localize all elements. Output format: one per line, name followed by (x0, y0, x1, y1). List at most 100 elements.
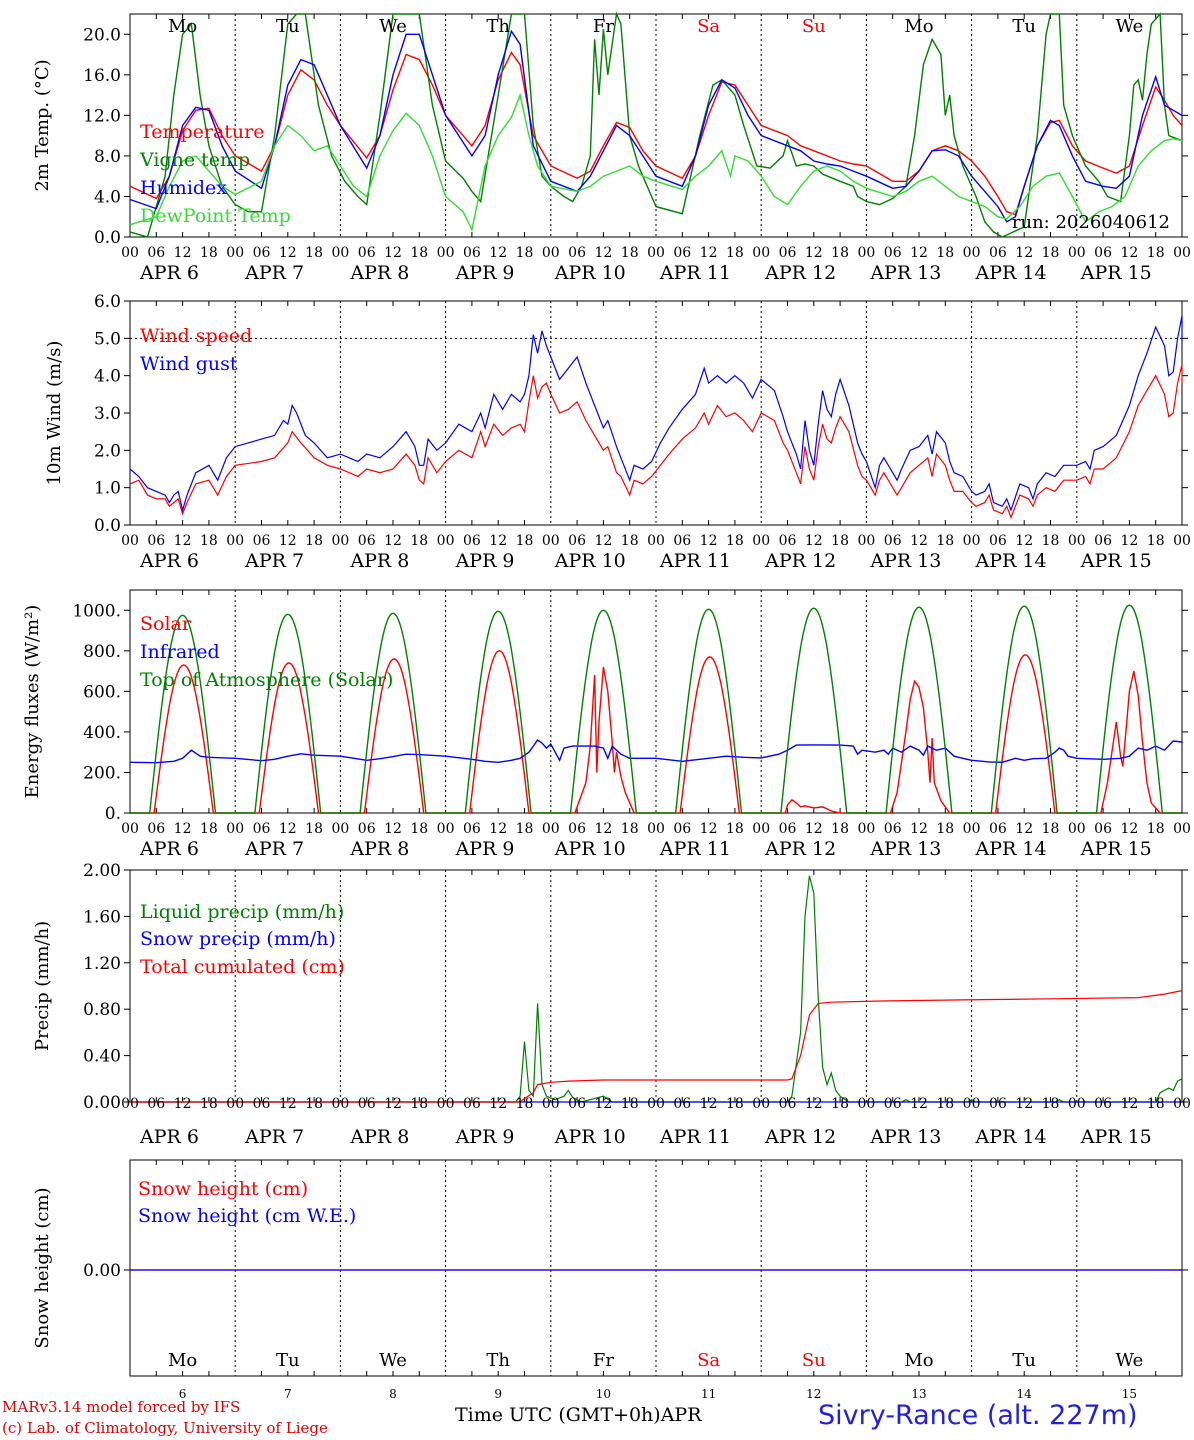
y-tick-label: 8.0 (94, 147, 121, 167)
hour-tick-label: 00 (857, 245, 875, 261)
day-label: Su (802, 16, 826, 37)
hour-tick-label: 18 (831, 533, 849, 549)
hour-tick-label: 00 (857, 821, 875, 837)
hour-tick-label: 00 (752, 533, 770, 549)
date-label: APR 8 (349, 838, 409, 860)
hour-tick-label: 00 (121, 533, 139, 549)
day-label: Th (486, 16, 510, 37)
legend-entry: Wind gust (140, 353, 238, 375)
y-tick-label: 0.0 (94, 516, 121, 536)
day-label: Tu (1012, 16, 1036, 37)
date-label: APR 10 (554, 1126, 626, 1148)
hour-tick-label: 06 (989, 821, 1007, 837)
hour-tick-label: 18 (516, 245, 534, 261)
hour-tick-label: 06 (779, 1096, 797, 1112)
hour-tick-label: 00 (1173, 1096, 1191, 1112)
day-number: 6 (179, 1387, 187, 1401)
series-line-dewpoint-temp (129, 92, 1183, 233)
legend-entry: Liquid precip (mm/h) (140, 901, 344, 923)
hour-tick-label: 18 (516, 533, 534, 549)
date-label: APR 10 (554, 262, 626, 284)
hour-tick-label: 12 (279, 245, 297, 261)
hour-tick-label: 18 (200, 1096, 218, 1112)
hour-tick-label: 06 (884, 533, 902, 549)
hour-tick-label: 00 (226, 1096, 244, 1112)
hour-tick-label: 12 (279, 821, 297, 837)
y-axis-label: 2m Temp. (°C) (32, 59, 53, 191)
date-label: APR 11 (659, 550, 731, 572)
hour-tick-label: 18 (200, 245, 218, 261)
y-tick-label: 1.20 (83, 954, 121, 974)
legend-entry: Vigne temp (139, 149, 250, 171)
day-label: Mo (168, 1350, 197, 1371)
hour-tick-label: 00 (1068, 821, 1086, 837)
hour-tick-label: 18 (621, 1096, 639, 1112)
y-tick-label: 0.00 (83, 1093, 121, 1113)
hour-tick-label: 00 (226, 245, 244, 261)
hour-tick-label: 06 (147, 821, 165, 837)
day-label: Tu (1012, 1350, 1036, 1371)
day-label: Fr (593, 1350, 614, 1371)
y-axis-label: 10m Wind (m/s) (44, 341, 65, 486)
hour-tick-label: 18 (410, 245, 428, 261)
hour-tick-label: 06 (253, 821, 271, 837)
hour-tick-label: 00 (963, 821, 981, 837)
panel-4: 0.00 0.40 0.80 1.20 1.60 2.00 Precip (mm/h) Liq… (32, 861, 1191, 1148)
legend-entry: Temperature (140, 121, 264, 143)
hour-tick-label: 18 (305, 821, 323, 837)
hour-tick-label: 18 (305, 1096, 323, 1112)
hour-tick-label: 18 (305, 245, 323, 261)
hour-tick-label: 06 (147, 245, 165, 261)
legend-entry: Snow precip (mm/h) (140, 928, 336, 950)
y-tick-label: 4.0 (94, 367, 121, 387)
hour-tick-label: 18 (516, 821, 534, 837)
hour-tick-label: 18 (831, 245, 849, 261)
hour-tick-label: 00 (647, 533, 665, 549)
hour-tick-label: 00 (437, 821, 455, 837)
hour-tick-label: 18 (1042, 821, 1060, 837)
day-number: 8 (389, 1387, 397, 1401)
y-tick-label: 16.0 (83, 66, 121, 86)
hour-tick-label: 18 (726, 1096, 744, 1112)
day-label: Fr (593, 16, 614, 37)
hour-tick-label: 06 (884, 245, 902, 261)
hour-tick-label: 06 (1094, 533, 1112, 549)
y-axis-label: Precip (mm/h) (32, 921, 53, 1051)
hour-tick-label: 12 (1120, 821, 1138, 837)
hour-tick-label: 00 (963, 533, 981, 549)
hour-tick-label: 18 (831, 1096, 849, 1112)
hour-tick-label: 12 (1015, 1096, 1033, 1112)
panel-3: 0. 200. 400. 600. 800. 1000. Energy fluxes (W/… (22, 589, 1191, 860)
hour-tick-label: 06 (1094, 821, 1112, 837)
day-number: 14 (1017, 1387, 1033, 1401)
date-label: APR 8 (349, 262, 409, 284)
hour-tick-label: 06 (147, 533, 165, 549)
date-label: APR 15 (1080, 838, 1152, 860)
date-label: APR 13 (869, 1126, 941, 1148)
hour-tick-label: 18 (516, 1096, 534, 1112)
hour-tick-label: 00 (226, 821, 244, 837)
hour-tick-label: 18 (1042, 533, 1060, 549)
date-label: APR 8 (349, 1126, 409, 1148)
date-label: APR 9 (455, 262, 515, 284)
hour-tick-label: 18 (621, 533, 639, 549)
hour-tick-label: 06 (884, 1096, 902, 1112)
hour-tick-label: 00 (542, 533, 560, 549)
y-tick-label: 20.0 (83, 25, 121, 45)
hour-tick-label: 00 (226, 533, 244, 549)
hour-tick-label: 18 (1042, 245, 1060, 261)
hour-tick-label: 00 (647, 1096, 665, 1112)
hour-tick-label: 12 (1120, 1096, 1138, 1112)
date-label: APR 7 (244, 550, 304, 572)
day-label: Tu (276, 16, 300, 37)
date-label: APR 14 (975, 1126, 1047, 1148)
hour-tick-label: 06 (253, 1096, 271, 1112)
hour-tick-label: 12 (174, 1096, 192, 1112)
hour-tick-label: 12 (384, 533, 402, 549)
hour-tick-label: 12 (279, 1096, 297, 1112)
hour-tick-label: 00 (857, 533, 875, 549)
y-tick-label: 1.0 (94, 479, 121, 499)
day-number: 10 (596, 1387, 611, 1401)
hour-tick-label: 12 (1015, 533, 1033, 549)
hour-tick-label: 00 (331, 245, 349, 261)
